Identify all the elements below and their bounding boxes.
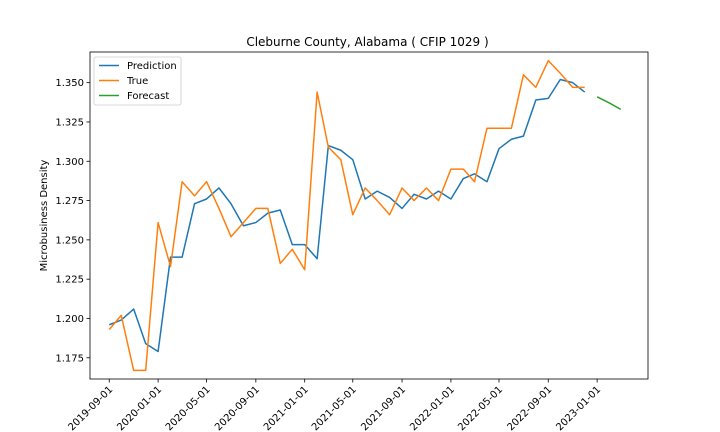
y-tick-label: 1.300 [55,157,84,168]
series-lines [108,59,622,372]
legend-box [93,56,182,106]
chart-title: Cleburne County, Alabama ( CFIP 1029 ) [246,35,488,49]
y-tick-label: 1.275 [55,196,84,207]
y-tick-label: 1.225 [55,275,84,286]
legend-label-forecast: Forecast [127,91,169,102]
y-tick-label: 1.250 [55,235,84,246]
y-tick-label: 1.325 [55,117,84,128]
legend-label-prediction: Prediction [127,61,177,72]
plot-frame [89,51,649,380]
y-axis-label: Microbusiness Density [39,160,50,272]
plot-area [90,52,648,379]
y-tick-label: 1.200 [55,314,84,325]
series-line-prediction [108,78,586,353]
y-tick-label: 1.350 [55,78,84,89]
series-line-forecast [596,96,622,111]
legend-label-true: True [126,76,148,87]
legend: Prediction True Forecast [93,56,182,106]
series-line-true [108,59,585,372]
y-axis: 1.175 1.200 1.225 1.250 1.275 1.300 1.325 1.350 [55,78,90,364]
y-tick-label: 1.175 [55,353,84,364]
